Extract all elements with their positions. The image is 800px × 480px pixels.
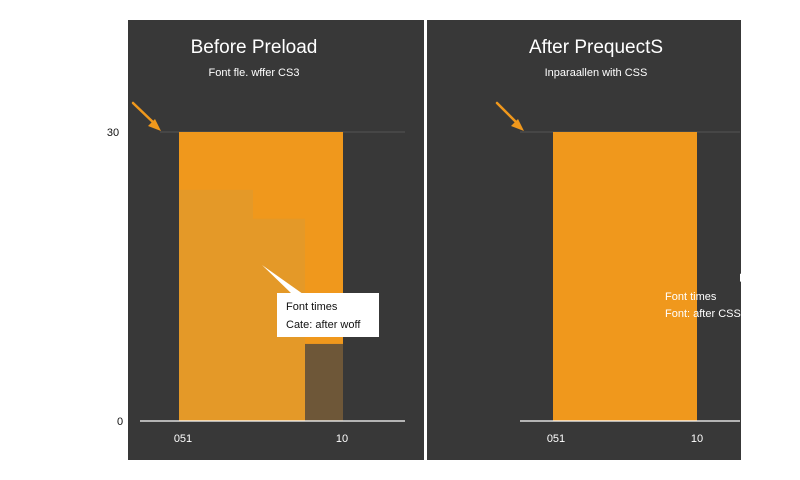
right-x-tick-label: 10 bbox=[691, 433, 703, 445]
right-panel: After PrequectS Inparaallen with CSS 051… bbox=[427, 20, 765, 460]
right-callout-line-1: Font times bbox=[665, 291, 717, 303]
bar-overlay-dark bbox=[305, 343, 343, 421]
arrow-down-right-icon bbox=[495, 101, 524, 131]
bar-overlay bbox=[179, 189, 253, 421]
y-tick-label-top: 30 bbox=[107, 127, 119, 139]
left-callout-line-2: Cate: after woff bbox=[286, 319, 361, 331]
arrow-down-right-icon bbox=[131, 101, 161, 131]
left-callout-line-1: Font times bbox=[286, 301, 338, 313]
left-callout-box bbox=[277, 293, 379, 337]
right-callout: Font times Font: after CSS bbox=[665, 262, 765, 320]
left-panel: Before Preload Font fle. wffer CS3 051 1… bbox=[128, 20, 424, 460]
right-callout-line-2: Font: after CSS bbox=[665, 308, 741, 320]
bar bbox=[553, 132, 697, 421]
right-chart-title: After PrequectS bbox=[529, 37, 663, 58]
left-bars bbox=[179, 132, 343, 421]
y-tick-label-bottom: 0 bbox=[117, 416, 123, 428]
left-x-tick-label: 051 bbox=[174, 433, 192, 445]
left-x-tick-label: 10 bbox=[336, 433, 348, 445]
left-callout: Font times Cate: after woff bbox=[262, 265, 379, 337]
left-chart-subtitle: Font fle. wffer CS3 bbox=[209, 67, 300, 79]
left-callout-pointer bbox=[262, 265, 303, 294]
right-callout-pointer bbox=[740, 262, 765, 282]
right-chart-subtitle: Inparaallen with CSS bbox=[545, 67, 648, 79]
right-x-tick-label: 051 bbox=[547, 433, 565, 445]
left-chart-title: Before Preload bbox=[191, 37, 318, 58]
right-bars bbox=[553, 132, 697, 421]
